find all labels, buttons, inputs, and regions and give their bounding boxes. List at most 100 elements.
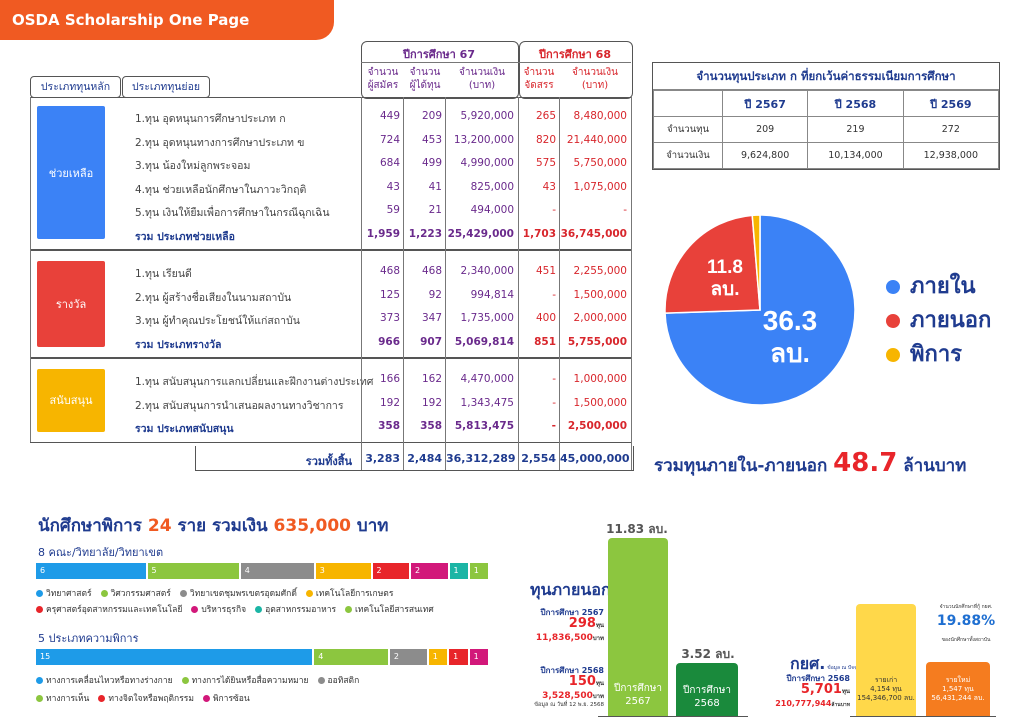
table-cell: 2,255,000: [573, 265, 627, 277]
type-legend: ทางการเคลื่อนไหวหรือทางร่างกาย ทางการได้ย…: [36, 672, 368, 708]
legend-item: ออทิสติก: [317, 676, 359, 686]
fee-year-2: ปี 2568: [807, 90, 904, 117]
ext-y68-note: ข้อมูล ณ วันที่ 12 พ.ย. 2568: [534, 702, 604, 708]
bar-segment: 1: [469, 563, 488, 579]
kyosor-count: 5,701ทุน: [800, 682, 850, 697]
grand-total-cell: 2,484: [407, 451, 442, 465]
table-cell: 1,000,000: [573, 373, 627, 385]
subtype-label: 1.ทุน อุดหนุนการศึกษาประเภท ก: [135, 113, 286, 125]
page-title: OSDA Scholarship One Page Summary 2568: [0, 0, 334, 69]
legend-item: อุตสาหกรรมอาหาร: [255, 605, 336, 615]
table-cell: 21: [428, 204, 442, 216]
kyosor-title: กยศ. ข้อมูล ณ ปัจจุบัน: [790, 654, 864, 673]
funding-pie-chart: 36.3 ลบ. 11.8 ลบ.: [664, 214, 856, 406]
col-alloc: จำนวน จัดสรร: [523, 67, 555, 91]
bar-segment: 2: [372, 563, 409, 579]
ext-bar-2567: ปีการศึกษา 2567: [608, 538, 668, 716]
table-cell: 907: [420, 335, 442, 348]
faculty-title: 8 คณะ/วิทยาลัย/วิทยาเขต: [38, 546, 164, 559]
bar-segment: 1: [449, 649, 468, 665]
table-cell: 499: [421, 157, 442, 169]
table-cell: 192: [379, 396, 400, 409]
table-cell: 1,223: [408, 227, 442, 240]
pie-legend: ภายใน ภายนอก พิการ: [886, 268, 991, 370]
legend-disabled: พิการ: [886, 336, 991, 370]
pie-slice-1: [664, 214, 856, 406]
kyosor-year: ปีการศึกษา 2568: [786, 674, 850, 683]
table-cell: 5,813,475: [454, 420, 514, 432]
table-cell: 21,440,000: [566, 133, 627, 146]
table-cell: 373: [379, 312, 400, 324]
table-cell: 825,000: [470, 180, 514, 193]
kyosor-pct-value: 19.88%: [936, 613, 996, 629]
table-cell: -: [552, 396, 556, 409]
col-amount67: จำนวนเงิน (บาท): [459, 67, 505, 91]
fee-year-1: ปี 2567: [721, 90, 809, 117]
grand-total-cell: 3,283: [365, 451, 400, 465]
bar-segment: 5: [147, 563, 239, 579]
table-cell: 36,745,000: [560, 227, 627, 240]
legend-item: ครุศาสตร์อุตสาหกรรมและเทคโนโลยี: [36, 605, 182, 615]
bar-segment: 1: [469, 649, 488, 665]
legend-item: ทางการเคลื่อนไหวหรือทางร่างกาย: [36, 676, 173, 686]
table-cell: 724: [379, 133, 400, 146]
bar-segment: 6: [36, 563, 146, 579]
fee-row-amount: จำนวนเงิน 9,624,800 10,134,000 12,938,00…: [653, 142, 1000, 169]
legend-item: เทคโนโลยีสารสนเทศ: [345, 605, 434, 615]
legend-item: วิศวกรรมศาสตร์: [100, 589, 171, 599]
grand-total-cell: 45,000,000: [560, 451, 630, 465]
subtype-label: 4.ทุน ช่วยเหลือนักศึกษาในภาวะวิกฤติ: [135, 183, 307, 196]
category-1: ช่วยเหลือ: [37, 106, 105, 239]
table-cell: -: [623, 204, 627, 216]
bar-segment: 4: [240, 563, 314, 579]
table-cell: 4,990,000: [460, 157, 514, 169]
subtype-label: 2.ทุน สนับสนุนการนำเสนอผลงานทางวิชาการ: [135, 399, 344, 412]
ext-bar67-value: 11.83 ลบ.: [606, 522, 668, 536]
table-cell: 166: [379, 373, 400, 385]
table-cell: 209: [421, 110, 442, 122]
table-cell: 453: [421, 133, 442, 146]
table-cell: 358: [378, 420, 400, 432]
table-cell: 358: [420, 420, 442, 432]
table-cell: 5,750,000: [573, 157, 627, 169]
subtype-label: 2.ทุน ผู้สร้างชื่อเสียงในนามสถาบัน: [135, 291, 292, 304]
table-cell: 468: [379, 265, 400, 277]
ext-y67-label: ปีการศึกษา 2567: [540, 608, 604, 617]
table-cell: 851: [534, 335, 556, 348]
table-cell: -: [552, 288, 556, 301]
table-cell: 575: [535, 157, 556, 169]
table-cell: 1,735,000: [460, 312, 514, 324]
category-3: สนับสนุน: [37, 369, 105, 432]
subtype-label: 2.ทุน อุดหนุนทางการศึกษาประเภท ข: [135, 136, 305, 149]
pie-internal-value: 36.3: [763, 305, 818, 336]
subtype-label: 1.ทุน สนับสนุนการแลกเปลี่ยนและฝึกงานต่าง…: [135, 376, 374, 388]
table-cell: 684: [379, 157, 400, 169]
legend-external: ภายนอก: [886, 302, 991, 336]
bar-segment: 1: [449, 563, 468, 579]
faculty-legend: วิทยาศาสตร์ วิศวกรรมศาสตร์ วิทยาเขตชุมพรเข…: [36, 586, 443, 618]
pie-external-unit: ลบ.: [711, 279, 740, 300]
fee-exemption-table: จำนวนทุนประเภท ก ที่ยกเว้นค่าธรรมเนียมกา…: [652, 62, 1000, 170]
col-main-type: ประเภททุนหลัก: [30, 76, 121, 98]
subtype-label: 3.ทุน ผู้ทำคุณประโยชน์ให้แก่สถาบัน: [135, 315, 300, 327]
group-total-label: รวม ประเภทสนับสนุน: [135, 423, 234, 435]
table-cell: 162: [421, 373, 442, 385]
subtype-label: 3.ทุน น้องใหม่ลูกพระจอม: [135, 160, 251, 172]
table-cell: 347: [421, 312, 442, 324]
kyosor-pct-caption: จำนวนนักศึกษาที่กู้ กยศ.: [939, 604, 993, 610]
table-cell: 451: [535, 265, 556, 277]
table-cell: 125: [379, 288, 400, 301]
table-cell: 1,075,000: [573, 180, 627, 193]
kyosor-amount: 210,777,944ล้านบาท: [775, 699, 850, 708]
table-cell: 468: [421, 265, 442, 277]
group-total-label: รวม ประเภทช่วยเหลือ: [135, 230, 235, 243]
table-cell: 1,500,000: [573, 288, 627, 301]
table-cell: 265: [535, 110, 556, 122]
table-cell: 966: [378, 335, 400, 348]
legend-item: วิทยาเขตชุมพรเขตรอุดมศักดิ์: [179, 589, 297, 599]
table-cell: 1,703: [522, 227, 556, 240]
legend-item: ทางจิตใจหรือพฤติกรรม: [98, 694, 194, 704]
pie-internal-unit: ลบ.: [770, 338, 810, 368]
table-cell: 59: [386, 204, 400, 216]
legend-item: วิทยาศาสตร์: [36, 589, 92, 599]
